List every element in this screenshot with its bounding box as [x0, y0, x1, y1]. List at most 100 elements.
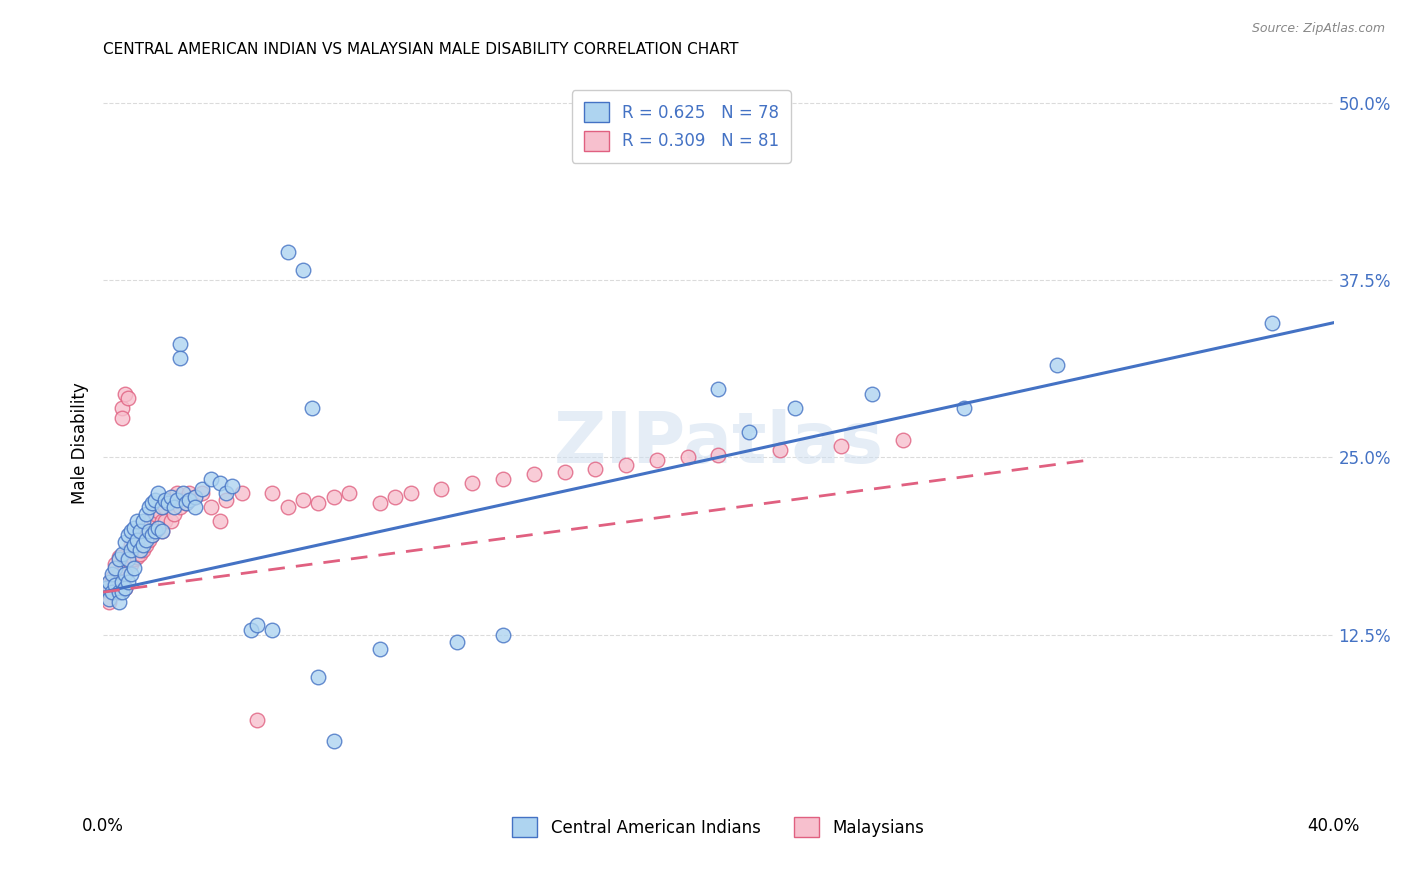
Point	[98, 585, 121, 599]
Point	[707, 448, 730, 462]
Point	[200, 500, 222, 514]
Point	[125, 549, 148, 564]
Point	[98, 592, 121, 607]
Point	[301, 401, 323, 415]
Point	[117, 549, 139, 564]
Point	[953, 401, 976, 415]
Point	[135, 521, 157, 535]
Point	[492, 627, 515, 641]
Point	[277, 244, 299, 259]
Point	[1261, 316, 1284, 330]
Point	[122, 535, 145, 549]
Point	[262, 624, 284, 638]
Point	[554, 465, 576, 479]
Point	[200, 472, 222, 486]
Point	[156, 496, 179, 510]
Point	[246, 617, 269, 632]
Point	[120, 542, 142, 557]
Point	[208, 475, 231, 490]
Point	[150, 524, 173, 538]
Point	[114, 535, 136, 549]
Point	[96, 581, 118, 595]
Point	[172, 486, 194, 500]
Point	[104, 561, 127, 575]
Point	[145, 492, 167, 507]
Y-axis label: Male Disability: Male Disability	[72, 383, 89, 504]
Point	[117, 391, 139, 405]
Point	[153, 500, 176, 514]
Point	[148, 521, 170, 535]
Point	[104, 578, 127, 592]
Point	[166, 492, 188, 507]
Point	[101, 571, 124, 585]
Point	[120, 566, 142, 581]
Point	[145, 524, 167, 538]
Point	[125, 514, 148, 528]
Point	[135, 533, 157, 547]
Point	[148, 521, 170, 535]
Point	[138, 500, 160, 514]
Text: CENTRAL AMERICAN INDIAN VS MALAYSIAN MALE DISABILITY CORRELATION CHART: CENTRAL AMERICAN INDIAN VS MALAYSIAN MAL…	[103, 42, 738, 57]
Point	[107, 552, 129, 566]
Point	[129, 528, 152, 542]
Point	[148, 486, 170, 500]
Point	[163, 490, 186, 504]
Point	[676, 450, 699, 465]
Point	[135, 507, 157, 521]
Point	[132, 514, 155, 528]
Point	[125, 533, 148, 547]
Point	[110, 547, 132, 561]
Point	[614, 458, 637, 472]
Point	[129, 542, 152, 557]
Point	[117, 528, 139, 542]
Point	[190, 486, 212, 500]
Point	[107, 566, 129, 581]
Point	[307, 496, 329, 510]
Point	[221, 479, 243, 493]
Text: ZIPatlas: ZIPatlas	[553, 409, 883, 478]
Point	[114, 561, 136, 575]
Point	[179, 486, 201, 500]
Point	[184, 490, 207, 504]
Point	[179, 492, 201, 507]
Point	[107, 595, 129, 609]
Point	[307, 670, 329, 684]
Point	[830, 439, 852, 453]
Point	[707, 382, 730, 396]
Point	[292, 492, 315, 507]
Point	[135, 538, 157, 552]
Point	[461, 475, 484, 490]
Point	[110, 575, 132, 590]
Point	[322, 734, 344, 748]
Point	[246, 713, 269, 727]
Point	[141, 528, 163, 542]
Point	[523, 467, 546, 482]
Point	[122, 521, 145, 535]
Point	[101, 566, 124, 581]
Point	[368, 641, 391, 656]
Point	[96, 578, 118, 592]
Point	[399, 486, 422, 500]
Point	[104, 557, 127, 571]
Point	[141, 528, 163, 542]
Point	[141, 510, 163, 524]
Point	[430, 482, 453, 496]
Point	[337, 486, 360, 500]
Point	[107, 549, 129, 564]
Point	[132, 538, 155, 552]
Point	[169, 500, 191, 514]
Point	[891, 434, 914, 448]
Point	[101, 585, 124, 599]
Legend: Central American Indians, Malaysians: Central American Indians, Malaysians	[506, 811, 931, 844]
Point	[98, 575, 121, 590]
Point	[163, 500, 186, 514]
Point	[159, 490, 181, 504]
Point	[120, 538, 142, 552]
Point	[172, 492, 194, 507]
Point	[110, 410, 132, 425]
Point	[98, 595, 121, 609]
Point	[120, 524, 142, 538]
Point	[215, 486, 238, 500]
Point	[148, 504, 170, 518]
Point	[159, 492, 181, 507]
